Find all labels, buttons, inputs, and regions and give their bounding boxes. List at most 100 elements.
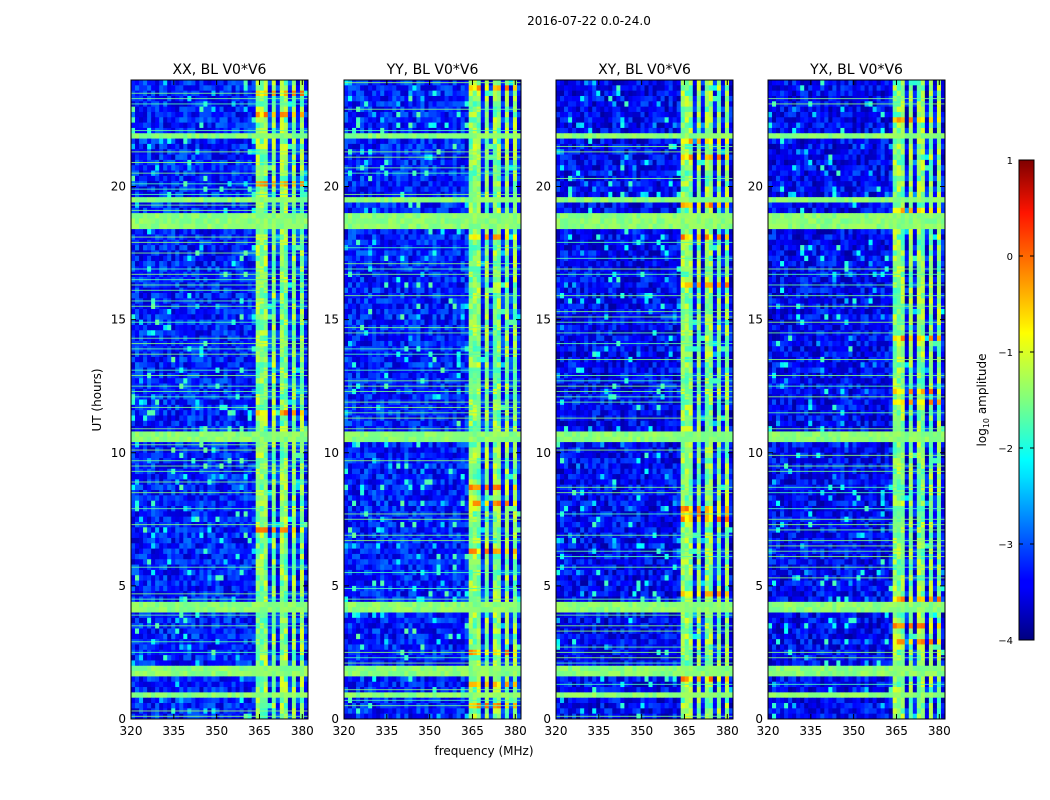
heatmap-cell	[267, 601, 273, 608]
heatmap-cell	[183, 399, 188, 406]
heatmap-cell	[251, 665, 257, 672]
heatmap-cell	[155, 175, 160, 182]
heatmap-cell	[287, 553, 293, 560]
heatmap-cell	[295, 111, 301, 118]
heatmap-cell	[247, 436, 253, 443]
panel-title: XX, BL V0*V6	[173, 62, 267, 78]
heatmap-cell	[279, 580, 285, 587]
heatmap-cell	[207, 553, 212, 560]
heatmap-cell	[147, 218, 152, 225]
heatmap-cell	[215, 495, 220, 502]
heatmap-cell	[195, 143, 200, 150]
heatmap-cell	[303, 143, 308, 150]
heatmap-cell	[243, 143, 249, 150]
heatmap-cell	[211, 527, 216, 534]
heatmap-cell	[303, 330, 308, 336]
heatmap-cell	[227, 553, 232, 560]
heatmap-cell	[179, 601, 184, 608]
heatmap-cell	[227, 261, 232, 267]
heatmap-cell	[171, 362, 176, 368]
heatmap-cell	[195, 165, 200, 171]
heatmap-cell	[255, 293, 261, 299]
heatmap-cell	[287, 511, 293, 518]
heatmap-cell	[287, 362, 293, 368]
heatmap-cell	[143, 143, 148, 150]
heatmap-cell	[199, 420, 204, 427]
heatmap-cell	[175, 293, 180, 299]
heatmap-cell	[259, 585, 265, 592]
heatmap-cell	[211, 607, 216, 613]
heatmap-cell	[287, 154, 293, 161]
heatmap-cell	[251, 500, 257, 507]
heatmap-cell	[239, 378, 245, 384]
heatmap-cell	[183, 665, 188, 672]
heatmap-cell	[151, 80, 156, 86]
heatmap-cell	[247, 420, 253, 427]
heatmap-cell	[275, 511, 281, 518]
heatmap-cell	[219, 111, 224, 118]
heatmap-cell	[303, 511, 308, 518]
heatmap-cell	[235, 575, 241, 581]
heatmap-cell	[271, 516, 277, 523]
heatmap-cell	[187, 223, 192, 230]
heatmap-cell	[231, 255, 236, 262]
heatmap-cell	[247, 324, 253, 331]
heatmap-cell	[223, 420, 228, 427]
heatmap-cell	[279, 559, 285, 565]
heatmap-cell	[267, 559, 273, 565]
heatmap-cell	[219, 154, 224, 161]
heatmap-cell	[303, 308, 308, 315]
heatmap-cell	[183, 575, 188, 581]
heatmap-cell	[155, 527, 160, 534]
heatmap-cell	[227, 175, 232, 182]
heatmap-cell	[187, 601, 192, 608]
heatmap-cell	[231, 378, 236, 384]
heatmap-cell	[303, 255, 308, 262]
heatmap-cell	[215, 655, 220, 661]
heatmap-cell	[175, 213, 180, 219]
heatmap-cell	[203, 671, 208, 677]
heatmap-cell	[195, 511, 200, 518]
heatmap-cell	[143, 218, 148, 225]
heatmap-cell	[219, 628, 224, 635]
heatmap-cell	[271, 106, 277, 113]
heatmap-cell	[203, 575, 208, 581]
heatmap-cell	[227, 495, 232, 502]
heatmap-cell	[147, 324, 152, 331]
heatmap-cell	[283, 308, 289, 315]
heatmap-cell	[291, 617, 297, 624]
heatmap-cell	[279, 484, 285, 491]
heatmap-cell	[175, 569, 180, 576]
heatmap-cell	[195, 175, 200, 182]
heatmap-cell	[231, 154, 236, 161]
heatmap-cell	[175, 580, 180, 587]
heatmap-cell	[159, 633, 164, 640]
heatmap-cell	[183, 218, 188, 225]
heatmap-cell	[195, 111, 200, 118]
heatmap-cell	[139, 324, 144, 331]
heatmap-cell	[235, 138, 241, 145]
heatmap-cell	[259, 655, 265, 661]
heatmap-cell	[163, 607, 168, 613]
heatmap-cell	[131, 676, 136, 683]
heatmap-cell	[283, 255, 289, 262]
heatmap-cell	[275, 436, 281, 443]
heatmap-cell	[235, 665, 241, 672]
heatmap-cell	[175, 138, 180, 145]
heatmap-cell	[219, 223, 224, 230]
heatmap-cell	[199, 543, 204, 550]
rfi-streak	[131, 337, 308, 339]
heatmap-cell	[295, 314, 301, 321]
heatmap-cell	[251, 569, 257, 576]
heatmap-cell	[139, 255, 144, 262]
heatmap-cell	[295, 516, 301, 523]
heatmap-cell	[295, 218, 301, 225]
rfi-streak	[131, 449, 308, 451]
heatmap-cell	[271, 474, 277, 480]
heatmap-cell	[135, 607, 140, 613]
heatmap-cell	[255, 143, 261, 150]
heatmap-cell	[267, 436, 273, 443]
heatmap-cell	[219, 532, 224, 539]
heatmap-cell	[175, 617, 180, 624]
rfi-streak	[131, 428, 308, 430]
